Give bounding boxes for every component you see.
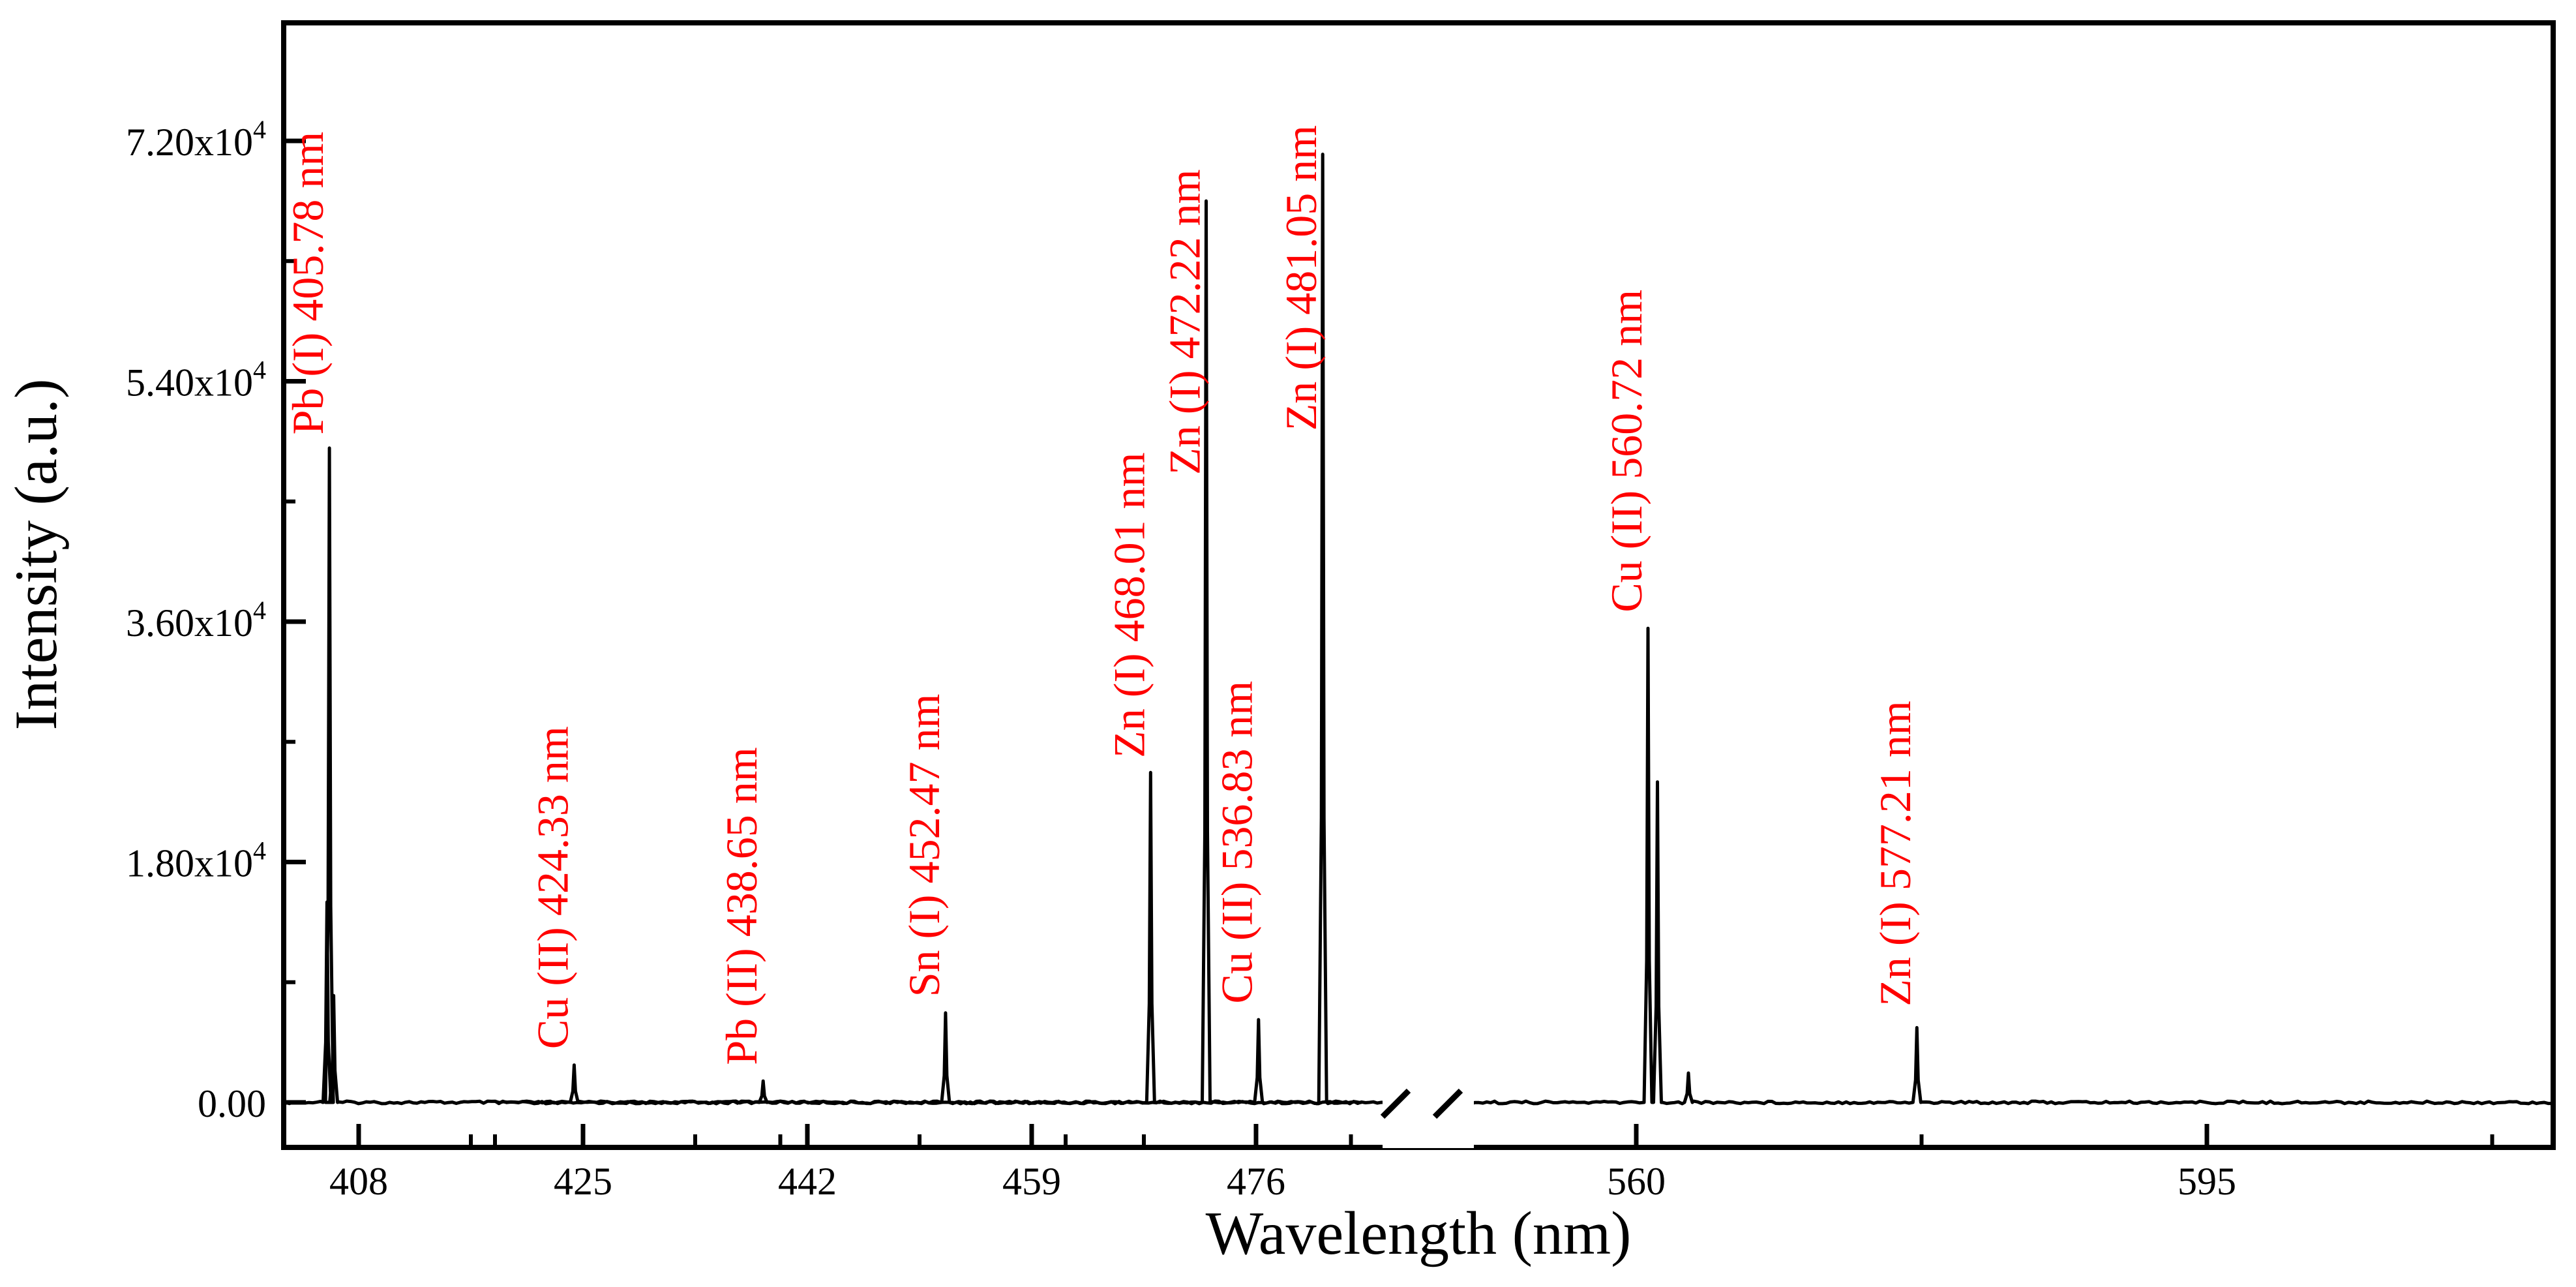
x-tick-label: 476 [1227, 1160, 1285, 1203]
peak-label: Zn (I) 577.21 nm [1870, 701, 1920, 1006]
peak-label: Pb (I) 405.78 nm [283, 132, 333, 435]
peak-label: Cu (II) 560.72 nm [1602, 290, 1651, 613]
peak-label: Zn (I) 481.05 nm [1276, 125, 1326, 431]
spectrum-line [494, 626, 2551, 1106]
y-tick-label: 7.20x104 [126, 115, 266, 164]
y-tick-label: 0.00 [198, 1082, 266, 1125]
peak-label: Pb (II) 438.65 nm [717, 747, 766, 1065]
break-slash-left [1380, 1088, 1411, 1119]
peak-annotations: Pb (I) 405.78 nm Cu (II) 424.33 nm Pb (II)… [283, 125, 1920, 1065]
y-tick-label: 3.60x104 [126, 596, 266, 644]
x-tick-label: 425 [554, 1160, 612, 1203]
y-axis: 0.00 1.80x104 3.60x104 5.40x104 7.20x104 [126, 115, 306, 1125]
plot-frame [281, 20, 2556, 1150]
x-tick-label: 408 [329, 1160, 388, 1203]
break-slash-right [1432, 1088, 1463, 1119]
x-axis-break-marker [1380, 1088, 1474, 1148]
x-tick-label: 560 [1607, 1160, 1666, 1203]
x-tick-label: 595 [2178, 1160, 2236, 1203]
y-tick-label: 1.80x104 [126, 836, 266, 885]
y-tick-label: 5.40x104 [126, 356, 266, 404]
peak-label: Cu (II) 424.33 nm [528, 726, 577, 1049]
peak-label: Sn (I) 452.47 nm [899, 694, 949, 997]
x-axis: 408425442459476560595630665 [329, 1124, 2494, 1203]
peak-label: Zn (I) 468.01 nm [1104, 452, 1154, 757]
x-axis-title: Wavelength (nm) [1206, 1200, 1632, 1267]
peak-label: Zn (I) 472.22 nm [1160, 169, 1209, 474]
peak-label: Cu (II) 536.83 nm [1212, 681, 1262, 1004]
plot-area-border [281, 20, 2556, 1150]
x-tick-label: 442 [778, 1160, 837, 1203]
y-axis-title: Intensity (a.u.) [3, 378, 69, 730]
spectrum-series [286, 153, 2551, 1106]
x-tick-label: 459 [1002, 1160, 1061, 1203]
break-gap [1383, 1089, 1474, 1148]
